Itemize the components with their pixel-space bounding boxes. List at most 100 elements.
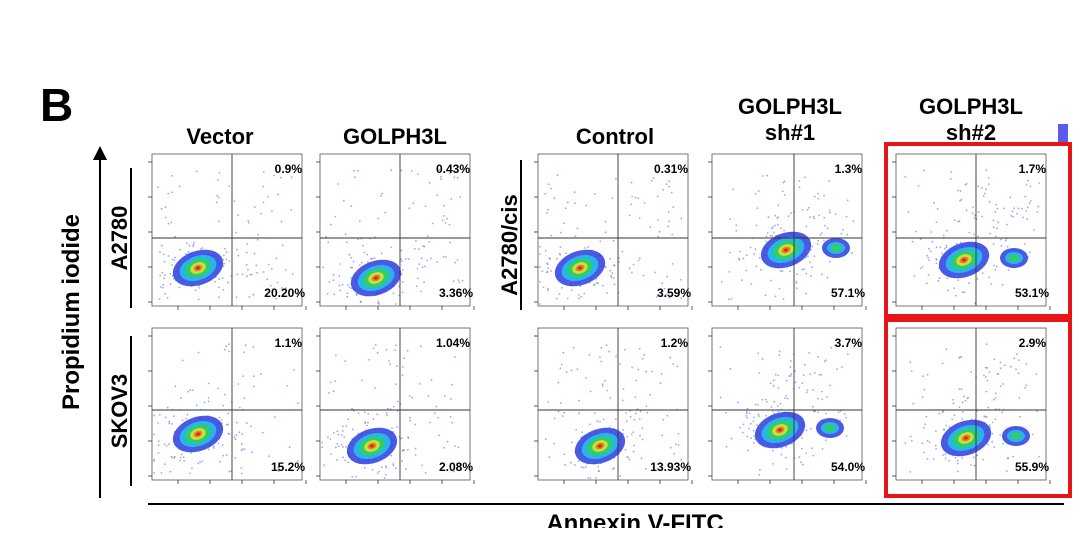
event-dot [374, 344, 377, 346]
event-dot [968, 282, 970, 285]
event-dot [385, 466, 388, 469]
event-dot [461, 279, 464, 282]
event-dot [332, 279, 335, 282]
event-dot [237, 383, 240, 385]
event-dot [823, 360, 826, 363]
event-dot [817, 355, 819, 358]
upper-right-percentage: 1.04% [435, 336, 470, 350]
event-dot [656, 195, 659, 198]
event-dot [408, 395, 411, 397]
event-dot [185, 253, 187, 255]
event-dot [181, 359, 184, 362]
event-dot [186, 242, 188, 244]
event-dot [985, 416, 988, 418]
upper-right-percentage: 0.31% [653, 162, 688, 176]
event-dot [639, 434, 641, 437]
event-dot [665, 183, 668, 185]
event-dot [1002, 383, 1004, 385]
event-dot [677, 293, 680, 296]
event-dot [765, 414, 768, 417]
event-dot [977, 185, 980, 188]
event-dot [948, 459, 951, 462]
event-dot [186, 413, 189, 416]
event-dot [807, 206, 810, 209]
event-dot [218, 296, 220, 299]
event-dot [637, 259, 640, 262]
event-dot [806, 391, 808, 394]
event-dot [957, 189, 960, 192]
event-dot [984, 376, 987, 378]
event-dot [599, 356, 601, 359]
event-dot [217, 178, 219, 181]
event-dot [729, 251, 731, 254]
event-dot [423, 281, 425, 284]
event-dot [774, 295, 777, 298]
event-dot [580, 295, 583, 298]
event-dot [820, 273, 823, 276]
event-dot [672, 206, 675, 208]
event-dot [631, 195, 633, 198]
event-dot [772, 462, 774, 465]
event-dot [993, 446, 995, 448]
event-dot [613, 283, 616, 286]
density-cluster [196, 432, 200, 436]
row-bar-a2780 [130, 168, 132, 308]
event-dot [355, 294, 358, 297]
event-dot [449, 241, 451, 244]
event-dot [396, 426, 398, 428]
event-dot [756, 424, 758, 427]
event-dot [777, 374, 779, 377]
event-dot [753, 416, 756, 419]
event-dot [1025, 384, 1028, 387]
event-dot [164, 416, 167, 419]
event-dot [1038, 182, 1041, 184]
event-dot [1013, 357, 1016, 360]
event-dot [931, 240, 934, 243]
event-dot [341, 425, 344, 428]
event-dot [1010, 215, 1012, 217]
event-dot [539, 280, 541, 283]
event-dot [820, 374, 823, 376]
event-dot [401, 268, 404, 271]
upper-right-percentage: 1.7% [1018, 162, 1046, 176]
event-dot [339, 289, 342, 292]
event-dot [277, 466, 280, 469]
event-dot [578, 297, 580, 300]
event-dot [275, 257, 278, 260]
event-dot [950, 170, 952, 173]
event-dot [749, 246, 752, 249]
event-dot [340, 443, 343, 446]
event-dot [676, 365, 679, 368]
event-dot [560, 363, 563, 366]
event-dot [911, 240, 914, 243]
event-dot [945, 348, 948, 351]
event-dot [395, 383, 398, 386]
event-dot [401, 374, 404, 377]
event-dot [1017, 207, 1020, 210]
event-dot [781, 270, 784, 273]
event-dot [748, 412, 751, 415]
event-dot [967, 396, 970, 399]
event-dot [985, 188, 987, 191]
event-dot [327, 241, 330, 244]
event-dot [945, 244, 948, 247]
event-dot [668, 296, 671, 299]
event-dot [662, 290, 664, 293]
event-dot [668, 220, 670, 223]
event-dot [296, 293, 298, 295]
plot-frame [711, 153, 863, 307]
event-dot [338, 284, 341, 287]
event-dot [563, 222, 565, 225]
event-dot [995, 203, 998, 206]
event-dot [811, 266, 814, 268]
event-dot [605, 266, 607, 269]
event-dot [391, 427, 393, 429]
event-dot [680, 217, 683, 220]
event-dot [403, 357, 406, 360]
event-dot [562, 351, 565, 354]
event-dot [933, 458, 935, 460]
event-dot [427, 395, 430, 398]
event-dot [434, 412, 436, 414]
event-dot [957, 462, 959, 465]
event-dot [594, 193, 596, 195]
